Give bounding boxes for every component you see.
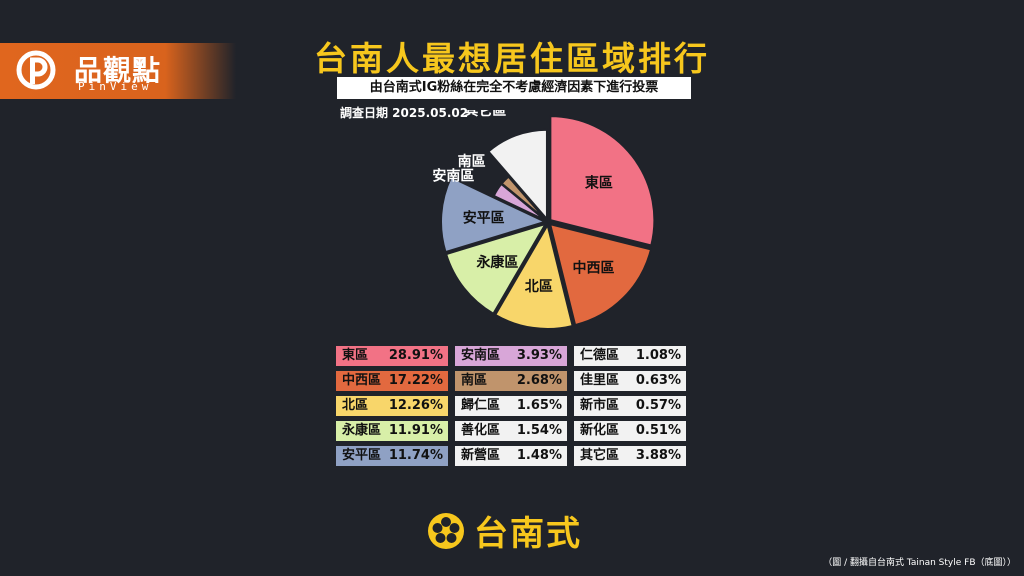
legend-value: 28.91% bbox=[388, 348, 443, 363]
legend-value: 0.63% bbox=[635, 373, 681, 388]
legend-value: 1.48% bbox=[516, 448, 562, 463]
legend-name: 安南區 bbox=[461, 348, 501, 363]
legend-name: 新市區 bbox=[580, 398, 620, 413]
legend-row: 永康區 11.91% bbox=[336, 421, 448, 441]
legend-row: 新化區 0.51% bbox=[574, 421, 686, 441]
legend-row: 安南區 3.93% bbox=[455, 346, 567, 366]
legend-name: 仁德區 bbox=[580, 348, 620, 363]
legend-name: 中西區 bbox=[342, 373, 382, 388]
pie-label-6: 南區 bbox=[458, 153, 486, 170]
legend-name: 北區 bbox=[342, 398, 369, 413]
legend-value: 11.91% bbox=[388, 423, 443, 438]
pie-label-0: 東區 bbox=[585, 174, 613, 191]
brand-logo: 台南式 bbox=[426, 506, 582, 555]
legend-row: 仁德區 1.08% bbox=[574, 346, 686, 366]
legend-name: 永康區 bbox=[342, 423, 382, 438]
legend-name: 善化區 bbox=[461, 423, 501, 438]
legend-name: 東區 bbox=[342, 348, 369, 363]
image-credit: （圖 / 翻攝自台南式 Tainan Style FB（底圖）） bbox=[823, 558, 1016, 568]
survey-date: 調查日期 2025.05.02 bbox=[340, 106, 469, 120]
pie-label-5: 安南區 bbox=[432, 167, 474, 184]
legend-row: 佳里區 0.63% bbox=[574, 371, 686, 391]
legend-name: 佳里區 bbox=[580, 373, 620, 388]
brand-text: 台南式 bbox=[474, 514, 582, 554]
legend-row: 安平區 11.74% bbox=[336, 446, 448, 466]
pie-label-2: 北區 bbox=[525, 279, 553, 295]
legend-value: 3.93% bbox=[516, 348, 562, 363]
legend-name: 歸仁區 bbox=[461, 398, 501, 413]
legend-name: 新化區 bbox=[580, 423, 620, 438]
legend-value: 1.54% bbox=[516, 423, 562, 438]
legend-value: 3.88% bbox=[635, 448, 681, 463]
legend-row: 中西區 17.22% bbox=[336, 371, 448, 391]
legend-name: 新營區 bbox=[461, 448, 501, 463]
legend-row: 其它區 3.88% bbox=[574, 446, 686, 466]
logo-subtext: PinView bbox=[78, 80, 153, 93]
pie-label-1: 中西區 bbox=[573, 260, 615, 277]
legend-row: 東區 28.91% bbox=[336, 346, 448, 366]
legend-name: 南區 bbox=[461, 373, 488, 388]
pie-slice-3 bbox=[444, 222, 548, 316]
legend-row: 歸仁區 1.65% bbox=[455, 396, 567, 416]
legend-value: 1.65% bbox=[516, 398, 562, 413]
legend-row: 北區 12.26% bbox=[336, 396, 448, 416]
pinview-logo-icon bbox=[16, 50, 56, 90]
pie-label-4: 安平區 bbox=[463, 209, 505, 226]
logo-text: 品觀點 bbox=[74, 54, 162, 87]
legend-name: 其它區 bbox=[580, 448, 620, 463]
pie-label-7: 其它區 bbox=[464, 110, 506, 119]
legend-value: 0.57% bbox=[635, 398, 681, 413]
pie-slice-7 bbox=[487, 128, 548, 222]
subtitle: 由台南式IG粉絲在完全不考慮經濟因素下進行投票 bbox=[337, 77, 691, 99]
legend-row: 南區 2.68% bbox=[455, 371, 567, 391]
pie-slice-4 bbox=[440, 175, 548, 254]
legend-value: 17.22% bbox=[388, 373, 443, 388]
page-title: 台南人最想居住區域排行 bbox=[314, 39, 710, 78]
legend-value: 1.08% bbox=[635, 348, 681, 363]
legend-value: 2.68% bbox=[516, 373, 562, 388]
pie-slice-0 bbox=[549, 115, 656, 247]
pie-slice-2 bbox=[493, 222, 574, 330]
plum-blossom-icon bbox=[428, 512, 464, 549]
legend-value: 11.74% bbox=[388, 448, 443, 463]
legend-name: 安平區 bbox=[342, 448, 382, 463]
pie-slice-6 bbox=[500, 175, 547, 221]
pie-label-3: 永康區 bbox=[475, 254, 518, 271]
legend-value: 0.51% bbox=[635, 423, 681, 438]
legend-row: 善化區 1.54% bbox=[455, 421, 567, 441]
legend-row: 新營區 1.48% bbox=[455, 446, 567, 466]
pie-slice-1 bbox=[548, 222, 653, 327]
legend-value: 12.26% bbox=[388, 398, 443, 413]
legend-row: 新市區 0.57% bbox=[574, 396, 686, 416]
